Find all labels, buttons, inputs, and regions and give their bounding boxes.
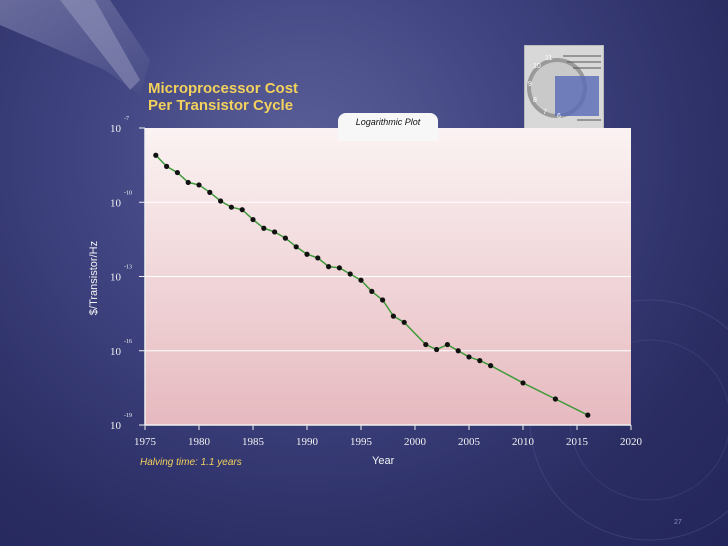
- data-point: [380, 297, 386, 303]
- data-point: [174, 169, 180, 176]
- data-point: [304, 251, 310, 257]
- clock-chip-icon: 11 10 9 8 7 6: [527, 55, 601, 121]
- data-point: [326, 264, 332, 270]
- x-tick-label: 1975: [134, 436, 157, 448]
- x-tick-label: 2010: [512, 436, 535, 448]
- y-tick-label: 10: [110, 197, 122, 209]
- chip-clock-image: 11 10 9 8 7 6: [524, 45, 604, 129]
- data-point: [401, 319, 407, 325]
- y-tick-exponent: -10: [124, 190, 132, 196]
- x-tick-label: 2000: [404, 436, 427, 448]
- data-point: [552, 396, 559, 402]
- svg-text:7: 7: [543, 109, 547, 116]
- y-tick-exponent: -16: [124, 339, 132, 345]
- y-tick-label: 10: [110, 123, 122, 135]
- data-point: [477, 358, 483, 364]
- data-point: [434, 346, 440, 353]
- y-tick-exponent: -13: [124, 265, 132, 271]
- data-point: [347, 271, 353, 277]
- data-point: [315, 255, 321, 261]
- y-tick-label: 10: [110, 272, 122, 284]
- x-tick-label: 1985: [242, 436, 265, 448]
- data-point: [250, 216, 256, 223]
- data-point: [282, 235, 288, 241]
- x-tick-label: 1980: [188, 436, 211, 448]
- y-tick-exponent: -7: [124, 116, 129, 122]
- svg-text:10: 10: [533, 63, 541, 70]
- series-line: [155, 154, 589, 416]
- data-point: [390, 313, 396, 319]
- log-plot-tab: Logarithmic Plot: [338, 113, 438, 141]
- x-axis-label: Year: [372, 455, 395, 467]
- data-point: [466, 354, 472, 360]
- data-point: [358, 277, 364, 283]
- data-point: [444, 341, 450, 348]
- slide-title: Microprocessor Cost Per Transistor Cycle: [148, 80, 299, 114]
- data-point: [585, 412, 591, 418]
- data-point: [423, 341, 429, 348]
- y-tick-label: 10: [110, 420, 122, 432]
- data-point: [488, 363, 494, 369]
- data-point: [293, 244, 299, 250]
- data-point: [239, 207, 245, 213]
- data-point: [272, 229, 278, 235]
- x-tick-label: 1995: [350, 436, 373, 448]
- log-plot-label: Logarithmic Plot: [355, 117, 421, 127]
- y-tick-label: 10: [110, 346, 122, 358]
- x-tick-label: 2020: [620, 436, 643, 448]
- page-number: 27: [674, 519, 682, 526]
- x-tick-label: 2015: [566, 436, 589, 448]
- svg-text:11: 11: [545, 55, 552, 62]
- svg-text:9: 9: [528, 81, 532, 88]
- gridlines: [145, 201, 631, 352]
- data-point: [153, 152, 159, 158]
- data-point: [455, 348, 461, 354]
- svg-text:8: 8: [533, 97, 537, 104]
- y-tick-exponent: -19: [124, 413, 132, 419]
- data-point: [218, 198, 224, 204]
- data-point: [336, 265, 342, 271]
- data-point: [164, 163, 170, 169]
- data-point: [520, 380, 526, 386]
- x-tick-label: 1990: [296, 436, 319, 448]
- axes: [139, 127, 632, 430]
- data-point: [185, 179, 191, 186]
- svg-text:6: 6: [557, 113, 561, 120]
- x-tick-label: 2005: [458, 436, 481, 448]
- y-axis-label: $/Transistor/Hz: [88, 240, 100, 316]
- data-point: [369, 288, 375, 294]
- data-points: [153, 152, 591, 418]
- halving-time-note: Halving time: 1.1 years: [140, 457, 242, 468]
- data-point: [261, 225, 267, 231]
- data-point: [207, 189, 213, 195]
- data-point: [196, 182, 202, 188]
- data-point: [228, 204, 234, 210]
